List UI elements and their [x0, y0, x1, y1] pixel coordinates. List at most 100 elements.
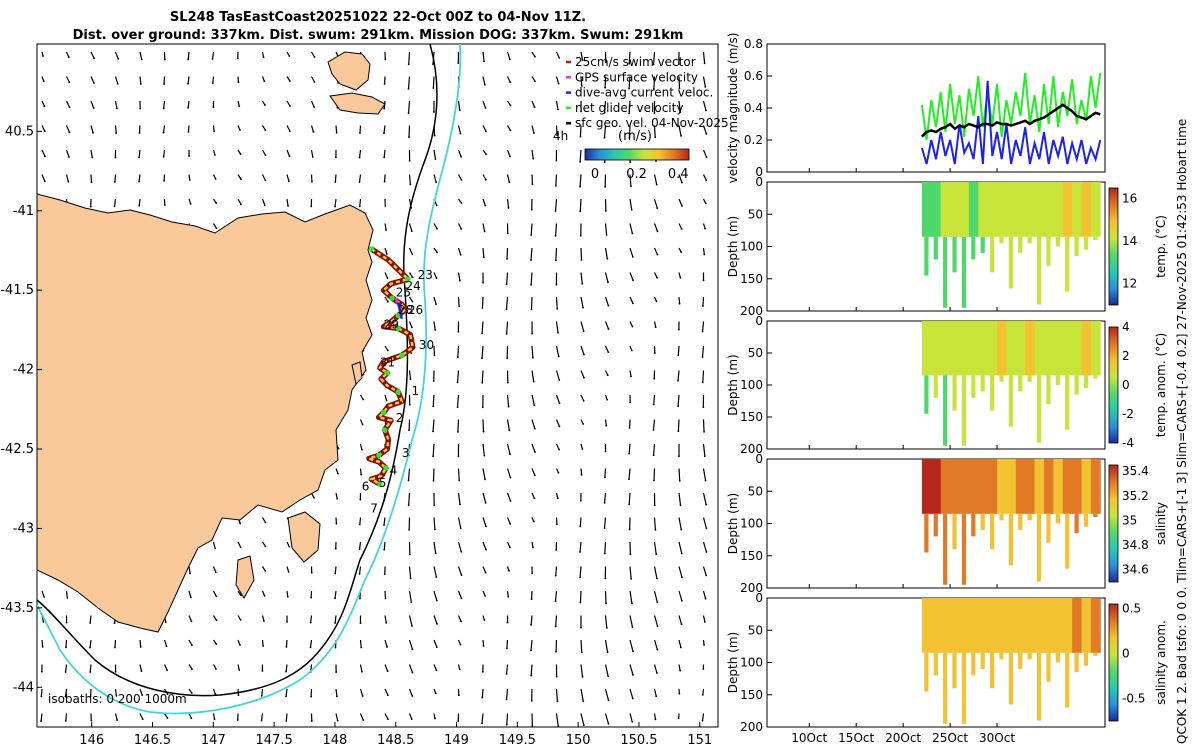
track-point: [368, 246, 375, 252]
sfc-velocity-arrowhead: [628, 427, 631, 429]
sfc-velocity-arrowhead: [407, 87, 410, 90]
day-label: 2: [396, 411, 404, 425]
sfc-velocity-arrowhead: [532, 520, 535, 523]
sfc-velocity-arrowhead: [555, 549, 558, 551]
sfc-velocity-arrow: [482, 100, 487, 109]
sfc-velocity-arrowhead: [386, 670, 389, 673]
sfc-velocity-arrowhead: [530, 208, 533, 211]
sfc-velocity-arrow: [580, 321, 585, 332]
profile-cell-deep: [952, 513, 957, 550]
sfc-velocity-arrow: [580, 664, 584, 677]
sfc-velocity-arrowhead: [288, 155, 291, 158]
sfc-velocity-arrowhead: [386, 349, 389, 352]
sfc-velocity-arrow: [653, 590, 658, 603]
sfc-velocity-arrowhead: [408, 403, 411, 406]
sfc-velocity-arrow: [653, 566, 658, 579]
sfc-velocity-arrowhead: [458, 109, 461, 112]
sfc-velocity-arrow: [702, 51, 706, 64]
sfc-velocity-arrow: [335, 125, 338, 133]
sfc-velocity-arrow: [408, 370, 412, 380]
sfc-velocity-arrow: [580, 51, 584, 61]
sfc-velocity-arrowhead: [485, 548, 487, 551]
sfc-velocity-arrowhead: [580, 85, 583, 87]
profile-cell-deep: [961, 652, 967, 724]
sfc-velocity-arrow: [65, 639, 68, 648]
sfc-velocity-arrow: [629, 590, 633, 604]
sfc-velocity-arrowhead: [213, 718, 216, 721]
sfc-velocity-arrowhead: [531, 332, 534, 335]
sfc-velocity-arrow: [530, 639, 533, 651]
profile-cell: [959, 321, 970, 376]
sfc-velocity-arrow: [629, 223, 633, 234]
sfc-velocity-arrowhead: [605, 626, 608, 629]
sfc-velocity-arrowhead: [703, 430, 705, 433]
sfc-velocity-arrowhead: [530, 598, 533, 601]
profile-cell-deep: [1083, 236, 1089, 250]
sfc-velocity-arrow: [41, 639, 44, 647]
sfc-velocity-arrowhead: [604, 210, 607, 212]
profile-cell: [1043, 459, 1054, 514]
profile-cell: [1043, 598, 1054, 653]
sfc-velocity-arrowhead: [191, 668, 193, 671]
sfc-velocity-arrowhead: [335, 671, 338, 673]
sfc-velocity-arrowhead: [703, 253, 706, 256]
day-label: 24: [405, 279, 420, 293]
sfc-velocity-arrowhead: [556, 700, 559, 703]
sfc-velocity-arrow: [678, 492, 682, 506]
profile-cell-deep: [943, 652, 948, 724]
sfc-velocity-arrowhead: [240, 203, 242, 206]
sfc-velocity-arrow: [629, 688, 634, 699]
profile-cell: [959, 598, 970, 653]
sfc-velocity-arrowhead: [679, 276, 682, 279]
sfc-velocity-arrow: [433, 590, 438, 601]
profile-cell: [959, 459, 970, 514]
sfc-velocity-arrowhead: [580, 473, 583, 476]
sfc-velocity-arrow: [482, 517, 487, 527]
sfc-velocity-arrow: [554, 223, 558, 236]
profile-cell-deep: [989, 236, 995, 273]
profile-cell-deep: [989, 375, 995, 411]
sfc-velocity-arrowhead: [383, 83, 386, 85]
sfc-velocity-arrowhead: [239, 129, 241, 131]
sfc-velocity-arrow: [628, 51, 631, 64]
profile-cell-deep: [1046, 236, 1051, 266]
sfc-velocity-arrow: [628, 100, 631, 114]
sfc-velocity-arrow: [530, 247, 533, 261]
sfc-velocity-arrowhead: [383, 132, 385, 134]
sfc-velocity-arrow: [432, 394, 435, 407]
sfc-velocity-arrowhead: [632, 674, 634, 676]
sfc-velocity-arrowhead: [408, 553, 411, 556]
sfc-velocity-arrowhead: [506, 357, 509, 360]
sfc-velocity-arrow: [482, 443, 485, 456]
sfc-velocity-arrowhead: [556, 307, 559, 310]
sfc-velocity-arrowhead: [604, 86, 606, 89]
sfc-velocity-arrow: [261, 688, 264, 696]
sfc-velocity-arrowhead: [531, 183, 534, 186]
sfc-velocity-arrow: [407, 100, 411, 114]
sfc-velocity-arrow: [41, 174, 46, 182]
sfc-velocity-arrowhead: [434, 158, 437, 160]
sfc-velocity-arrowhead: [92, 131, 94, 134]
sfc-velocity-arrowhead: [433, 504, 436, 507]
sfc-velocity-arrowhead: [581, 282, 584, 285]
profile-cell-deep: [952, 652, 957, 689]
sfc-velocity-arrowhead: [482, 645, 485, 647]
sfc-velocity-arrowhead: [605, 234, 608, 236]
panel-colorbar-tick: 0.5: [1122, 602, 1141, 616]
sfc-velocity-arrow: [603, 492, 607, 503]
sfc-velocity-arrowhead: [677, 717, 680, 720]
sfc-velocity-arrowhead: [653, 479, 655, 482]
sfc-velocity-arrowhead: [554, 574, 557, 577]
sfc-velocity-arrowhead: [557, 724, 560, 727]
sfc-velocity-arrowhead: [313, 56, 316, 58]
sfc-velocity-arrowhead: [530, 283, 533, 286]
sfc-velocity-arrowhead: [582, 330, 585, 333]
sfc-velocity-arrow: [481, 345, 484, 359]
profile-cell: [978, 598, 989, 653]
sfc-velocity-arrowhead: [530, 649, 532, 652]
sfc-velocity-arrowhead: [215, 643, 218, 646]
panel-y-tick-label: 150: [740, 272, 763, 286]
profile-cell-deep: [1036, 652, 1042, 721]
sfc-velocity-arrow: [408, 639, 413, 650]
sfc-velocity-arrowhead: [507, 405, 510, 408]
